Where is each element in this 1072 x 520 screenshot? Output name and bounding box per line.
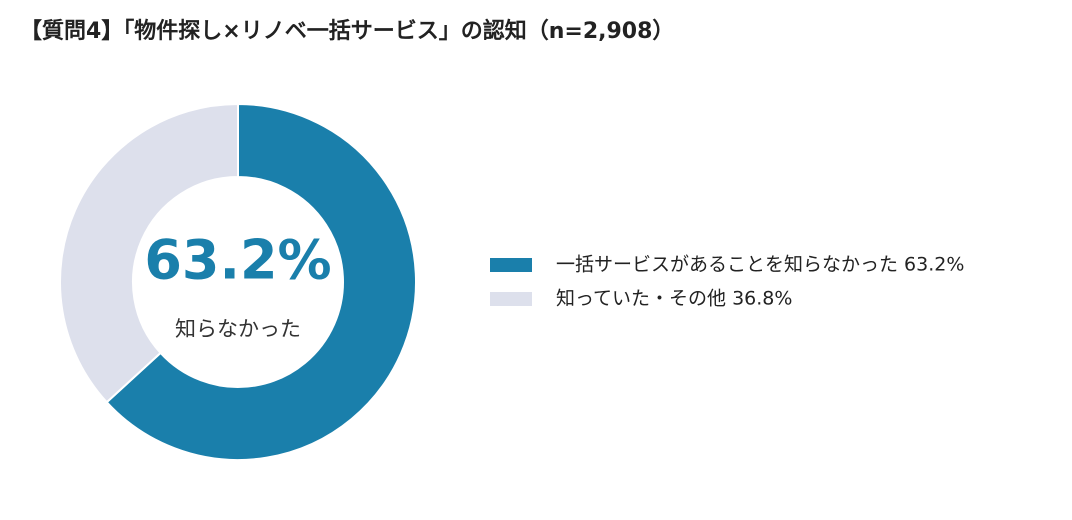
donut-slice	[59, 102, 239, 404]
center-caption: 知らなかった	[175, 317, 301, 341]
center-label: 63.2%	[144, 229, 331, 292]
legend-label: 一括サービスがあることを知らなかった 63.2%	[556, 254, 964, 276]
donut-slice	[105, 102, 417, 461]
chart-title: 【質問4】「物件探し×リノベ一括サービス」の認知（n=2,908）	[20, 18, 674, 44]
legend-swatch	[490, 292, 532, 306]
legend-swatch	[490, 258, 532, 272]
legend-label: 知っていた・その他 36.8%	[556, 288, 792, 310]
